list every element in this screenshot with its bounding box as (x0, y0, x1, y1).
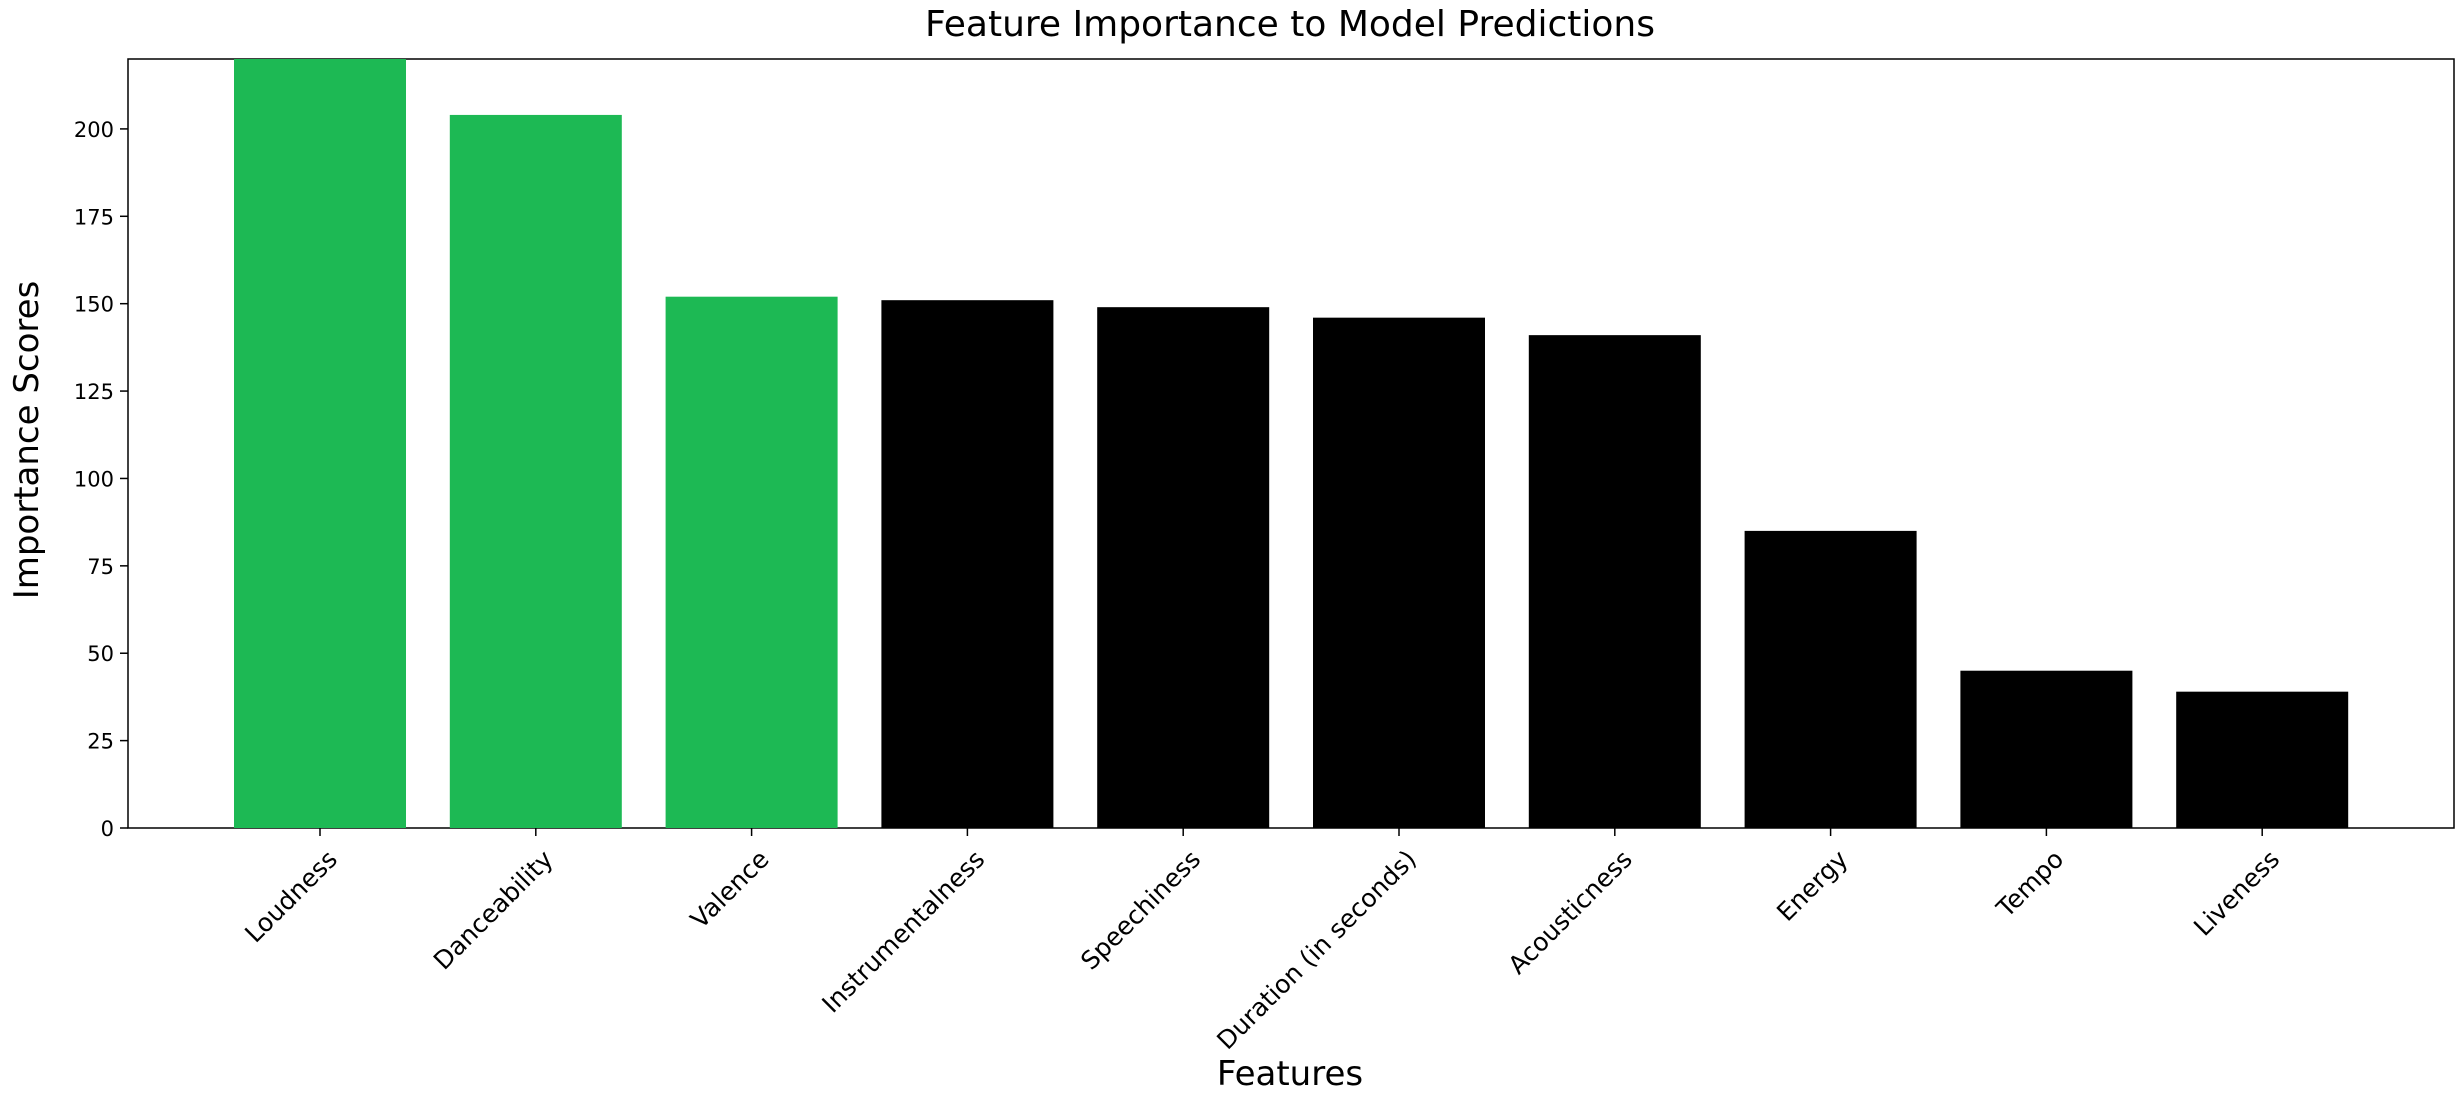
y-axis: 0 25 50 75 100 125 150 175 200 (74, 118, 128, 841)
x-tick-label: Valence (685, 844, 775, 934)
chart-title: Feature Importance to Model Predictions (925, 4, 1655, 45)
bars (234, 59, 2349, 829)
x-tick-label: Liveness (2188, 844, 2285, 941)
y-tick-label: 125 (74, 380, 114, 404)
plot-area: 0 25 50 75 100 125 150 175 200 Loudness Danceabil… (74, 58, 2455, 1055)
bar-liveness (2176, 691, 2349, 828)
bar-tempo (1960, 670, 2133, 828)
x-tick-label: Speechiness (1075, 844, 1206, 975)
y-tick-label: 0 (101, 817, 114, 841)
y-axis-label: Importance Scores (7, 281, 47, 600)
y-tick-label: 100 (74, 467, 114, 491)
x-tick-label: Instrumentalness (816, 844, 990, 1018)
bar-instrumentalness (881, 300, 1054, 828)
y-tick-label: 25 (87, 730, 114, 754)
x-axis-label: Features (1217, 1054, 1363, 1094)
y-tick-label: 150 (74, 293, 114, 317)
bar-duration-in-seconds (1313, 317, 1485, 828)
bar-energy (1744, 530, 1917, 828)
y-tick-label: 175 (74, 205, 114, 229)
x-tick-label: Acousticness (1502, 844, 1637, 979)
x-axis: Loudness Danceability Valence Instrumentaln… (239, 828, 2285, 1055)
y-tick-label: 75 (87, 555, 114, 579)
bar-valence (665, 296, 838, 828)
x-tick-label: Danceability (428, 844, 559, 975)
bar-loudness (234, 59, 406, 828)
x-tick-label: Energy (1771, 844, 1854, 927)
x-tick-label: Tempo (1990, 844, 2069, 923)
bar-acousticness (1528, 335, 1701, 828)
bar-speechiness (1097, 307, 1270, 829)
y-tick-label: 50 (87, 642, 114, 666)
x-tick-label: Loudness (239, 844, 343, 948)
y-tick-label: 200 (74, 118, 114, 142)
x-tick-label: Duration (in seconds) (1211, 844, 1422, 1055)
plot-frame (127, 58, 2455, 829)
bar-danceability (449, 114, 622, 829)
